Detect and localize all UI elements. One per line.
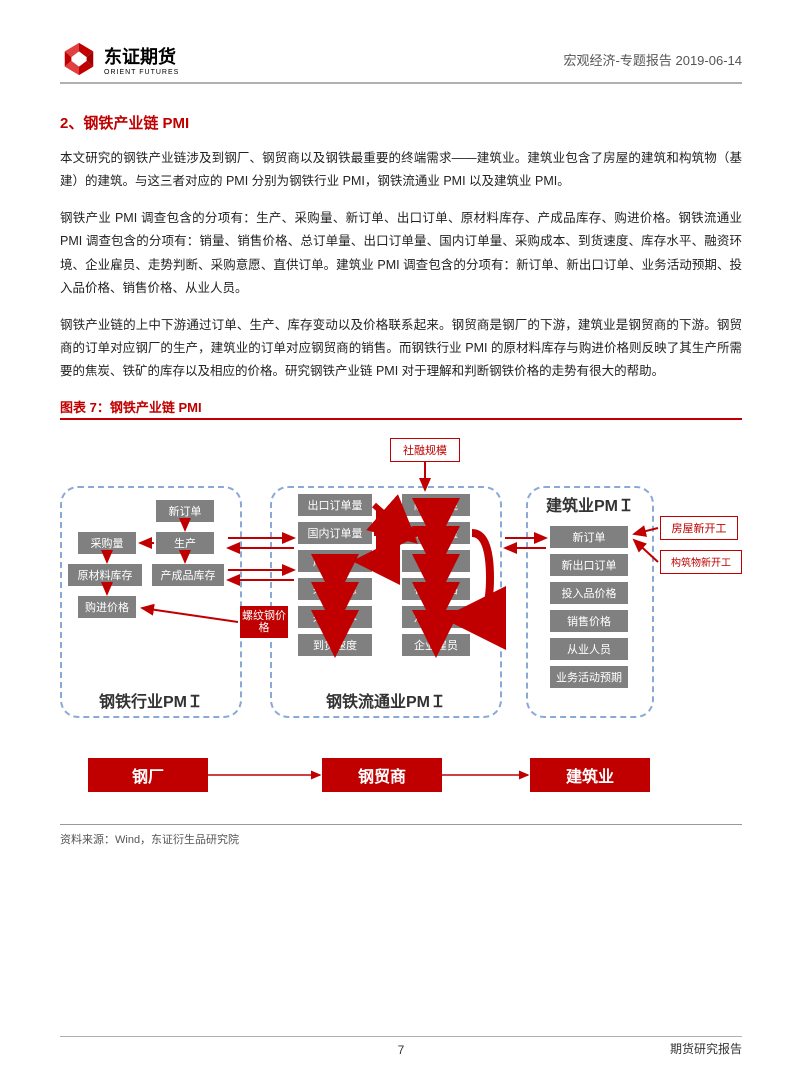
- box-social-finance: 社融规模: [390, 438, 460, 462]
- box-steel-plant: 钢厂: [88, 758, 208, 792]
- box-sales: 销量: [402, 550, 470, 572]
- box-purchase-cost: 采购成本: [298, 606, 372, 628]
- box-house-start: 房屋新开工: [660, 516, 738, 540]
- figure-title: 图表 7：钢铁产业链 PMI: [60, 397, 742, 416]
- paragraph-2: 钢铁产业 PMI 调查包含的分项有：生产、采购量、新订单、出口订单、原材料库存、…: [60, 207, 742, 300]
- box-purchase-price: 购进价格: [78, 596, 136, 618]
- figure-divider: [60, 418, 742, 420]
- box-purchase-will: 采购意愿: [298, 578, 372, 600]
- box-employee: 企业雇员: [402, 634, 470, 656]
- logo-icon: [60, 40, 98, 78]
- box-arrival: 到货速度: [298, 634, 372, 656]
- box-domestic-order: 国内订单量: [298, 522, 372, 544]
- box-raw-inv: 原材料库存: [68, 564, 142, 586]
- panel1-title: 钢铁行业PMＩ: [60, 688, 242, 712]
- box-finance-env: 融资环境: [402, 494, 470, 516]
- footer-label: 期货研究报告: [670, 1040, 742, 1057]
- box-struct-start: 构筑物新开工: [660, 550, 742, 574]
- box-new-order: 新订单: [156, 500, 214, 522]
- paragraph-3: 钢铁产业链的上中下游通过订单、生产、库存变动以及价格联系起来。钢贸商是钢厂的下游…: [60, 314, 742, 383]
- logo: 东证期货 ORIENT FUTURES: [60, 40, 179, 78]
- box-sales-price: 销售价格: [402, 578, 470, 600]
- box-purchase: 采购量: [78, 532, 136, 554]
- box-finished-inv: 产成品库存: [152, 564, 224, 586]
- paragraph-1: 本文研究的钢铁产业链涉及到钢厂、钢贸商以及钢铁最重要的终端需求——建筑业。建筑业…: [60, 147, 742, 193]
- box-total-order: 总订单量: [402, 522, 470, 544]
- box-steel-trader: 钢贸商: [322, 758, 442, 792]
- box-p3-activity: 业务活动预期: [550, 666, 628, 688]
- logo-text: 东证期货 ORIENT FUTURES: [104, 43, 179, 76]
- box-construction: 建筑业: [530, 758, 650, 792]
- footer-divider: [60, 1036, 742, 1038]
- section-title: 2、钢铁产业链 PMI: [60, 112, 742, 133]
- box-p3-new-order: 新订单: [550, 526, 628, 548]
- panel2-title: 钢铁流通业PMＩ: [270, 688, 502, 712]
- header-divider: [60, 82, 742, 84]
- box-p3-sales-price: 销售价格: [550, 610, 628, 632]
- box-trend: 走势判断: [402, 606, 470, 628]
- figure-source: 资料来源：Wind，东证衍生品研究院: [60, 831, 742, 847]
- box-export-order: 出口订单量: [298, 494, 372, 516]
- diagram-flowchart: 社融规模 房屋新开工 构筑物新开工 钢铁行业PMＩ 新订单 采购量 生产 原材料…: [60, 438, 742, 818]
- box-p3-employee: 从业人员: [550, 638, 628, 660]
- box-inv-level: 库存水平: [298, 550, 372, 572]
- panel3-title: 建筑业PMＩ: [526, 492, 654, 516]
- logo-en: ORIENT FUTURES: [104, 69, 179, 76]
- box-p3-input-price: 投入品价格: [550, 582, 628, 604]
- panel-steel-circulation: [270, 486, 502, 718]
- logo-cn: 东证期货: [104, 43, 179, 69]
- header-meta: 宏观经济-专题报告 2019-06-14: [564, 50, 742, 69]
- header: 东证期货 ORIENT FUTURES 宏观经济-专题报告 2019-06-14: [60, 40, 742, 78]
- source-divider: [60, 824, 742, 825]
- box-rebar-price: 螺纹钢价格: [240, 606, 288, 638]
- box-production: 生产: [156, 532, 214, 554]
- page: 东证期货 ORIENT FUTURES 宏观经济-专题报告 2019-06-14…: [0, 0, 802, 1087]
- box-p3-new-export: 新出口订单: [550, 554, 628, 576]
